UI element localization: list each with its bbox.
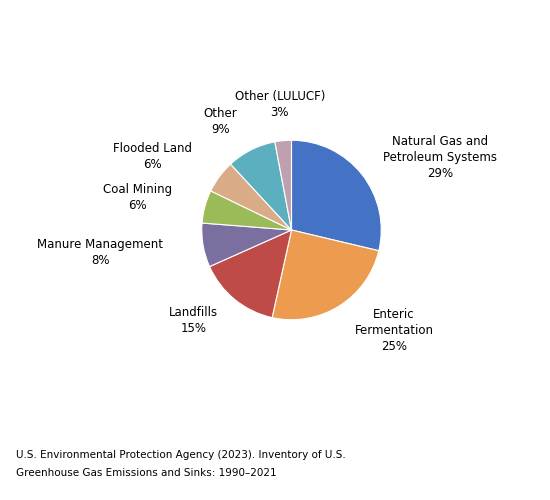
Text: Other (LULUCF)
3%: Other (LULUCF) 3%: [235, 90, 325, 120]
Wedge shape: [202, 191, 292, 230]
Text: U.S. Environmental Protection Agency (2023). Inventory of U.S.: U.S. Environmental Protection Agency (20…: [16, 450, 346, 460]
Wedge shape: [275, 140, 292, 230]
Text: Enteric
Fermentation
25%: Enteric Fermentation 25%: [354, 308, 433, 353]
Wedge shape: [292, 140, 381, 250]
Text: Flooded Land
6%: Flooded Land 6%: [113, 142, 192, 171]
Wedge shape: [202, 223, 292, 266]
Wedge shape: [211, 164, 292, 230]
Text: Other
9%: Other 9%: [204, 108, 237, 136]
Text: Manure Management
8%: Manure Management 8%: [37, 238, 163, 266]
Text: Coal Mining
6%: Coal Mining 6%: [103, 183, 172, 212]
Text: Natural Gas and
Petroleum Systems
29%: Natural Gas and Petroleum Systems 29%: [383, 135, 497, 180]
Text: Landfills
15%: Landfills 15%: [169, 306, 218, 335]
Wedge shape: [272, 230, 379, 320]
Text: Greenhouse Gas Emissions and Sinks: 1990–2021: Greenhouse Gas Emissions and Sinks: 1990…: [16, 468, 277, 477]
Wedge shape: [210, 230, 292, 318]
Wedge shape: [230, 142, 292, 230]
